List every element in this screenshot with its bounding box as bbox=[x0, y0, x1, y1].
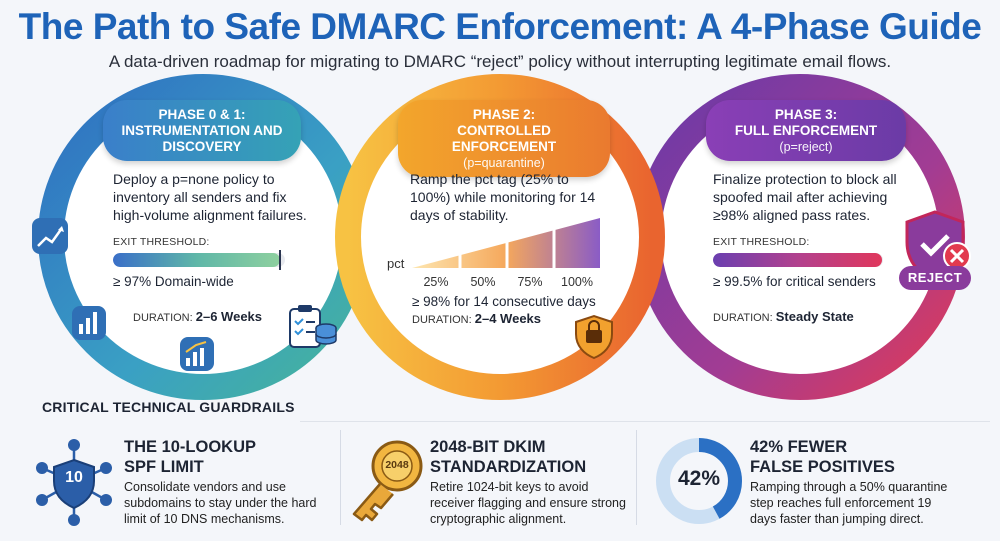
phase1-number: PHASE 0 & 1: bbox=[158, 107, 246, 122]
phase1-duration-value: 2–6 Weeks bbox=[195, 309, 263, 324]
phase2-label-pill: PHASE 2: CONTROLLED ENFORCEMENT (p=quara… bbox=[398, 100, 610, 177]
dkim-card-body: Retire 1024-bit keys to avoid receiver f… bbox=[430, 480, 626, 526]
padlock-icon bbox=[575, 314, 613, 360]
page-subtitle: A data-driven roadmap for migrating to D… bbox=[108, 52, 892, 71]
trend-chart-icon bbox=[32, 218, 68, 254]
phase1-threshold-marker bbox=[278, 250, 281, 270]
phase3-threshold-bar bbox=[713, 253, 883, 267]
network-shield-icon bbox=[36, 439, 112, 526]
phase3-threshold-fill bbox=[713, 253, 883, 267]
phase2-duration: DURATION: 2–4 Weeks bbox=[412, 311, 541, 326]
guardrails-heading: CRITICAL TECHNICAL GUARDRAILS bbox=[42, 399, 295, 415]
dkim-card-title-line1: 2048-BIT DKIM bbox=[430, 438, 546, 456]
spf-card-body: Consolidate vendors and use subdomains t… bbox=[124, 480, 317, 526]
phase3-duration: DURATION: Steady State bbox=[713, 309, 854, 324]
key-icon bbox=[352, 440, 423, 522]
reject-badge: REJECT bbox=[899, 266, 971, 290]
dkim-key-number: 2048 bbox=[385, 459, 409, 471]
guardrails-divider bbox=[300, 421, 990, 422]
donut-percent-label: 42% bbox=[677, 467, 721, 490]
card-divider-1 bbox=[340, 430, 341, 525]
phase1-duration-label: DURATION: bbox=[133, 312, 193, 324]
pct-step-25: 25% bbox=[423, 275, 449, 289]
phase2-policy: (p=quarantine) bbox=[463, 156, 545, 170]
phase1-name-line1: INSTRUMENTATION AND bbox=[121, 123, 283, 138]
false-positive-title-line1: 42% FEWER bbox=[750, 438, 848, 456]
false-positive-title-line2: FALSE POSITIVES bbox=[750, 458, 895, 476]
phase1-name-line2: DISCOVERY bbox=[162, 139, 242, 154]
phase1-threshold-bar bbox=[113, 253, 285, 267]
phase2-description: Ramp the pct tag (25% to 100%) while mon… bbox=[410, 171, 596, 223]
card-divider-2 bbox=[636, 430, 637, 525]
phase3-description: Finalize protection to block all spoofed… bbox=[713, 171, 897, 223]
phase2-duration-value: 2–4 Weeks bbox=[474, 311, 542, 326]
spf-limit-number: 10 bbox=[65, 469, 83, 486]
phase1-exit-label: EXIT THRESHOLD: bbox=[113, 236, 210, 248]
pct-step-50: 50% bbox=[470, 275, 496, 289]
phase3-policy: (p=reject) bbox=[779, 140, 833, 154]
phase1-duration: DURATION: 2–6 Weeks bbox=[133, 309, 262, 324]
phase2-threshold: ≥ 98% for 14 consecutive days bbox=[412, 294, 596, 309]
phase2-name: CONTROLLED ENFORCEMENT bbox=[451, 123, 557, 154]
checklist-database-icon bbox=[289, 305, 337, 348]
phase1-label-pill: PHASE 0 & 1: INSTRUMENTATION AND DISCOVE… bbox=[103, 100, 301, 161]
phase2-number: PHASE 2: bbox=[472, 107, 536, 122]
phase3-exit-label: EXIT THRESHOLD: bbox=[713, 236, 810, 248]
phase3-name: FULL ENFORCEMENT bbox=[734, 123, 878, 138]
phase3-duration-value: Steady State bbox=[775, 309, 854, 324]
pct-ramp-chart bbox=[412, 200, 600, 270]
phase3-duration-label: DURATION: bbox=[713, 312, 773, 324]
spf-card-title-line2: SPF LIMIT bbox=[124, 458, 204, 476]
pct-axis-label: pct bbox=[387, 256, 405, 271]
growth-chart-icon bbox=[180, 337, 214, 371]
phase1-threshold-fill bbox=[113, 253, 280, 267]
donut-icon bbox=[656, 438, 742, 524]
phase3-number: PHASE 3: bbox=[774, 107, 838, 122]
false-positive-card-title: 42% FEWER FALSE POSITIVES bbox=[750, 437, 895, 477]
phase1-description: Deploy a p=none policy to inventory all … bbox=[113, 171, 307, 223]
phase3-threshold: ≥ 99.5% for critical senders bbox=[713, 274, 876, 289]
phase1-threshold: ≥ 97% Domain-wide bbox=[113, 274, 234, 289]
phase3-label-pill: PHASE 3: FULL ENFORCEMENT (p=reject) bbox=[706, 100, 906, 161]
dkim-card-title: 2048-BIT DKIM STANDARDIZATION bbox=[430, 437, 586, 477]
spf-card-title: THE 10-LOOKUP SPF LIMIT bbox=[124, 437, 256, 477]
dkim-card-title-line2: STANDARDIZATION bbox=[430, 458, 587, 476]
false-positive-card-body: Ramping through a 50% quarantine step re… bbox=[750, 480, 948, 526]
page-title: The Path to Safe DMARC Enforcement: A 4-… bbox=[18, 6, 982, 47]
bar-chart-icon bbox=[72, 306, 106, 340]
phase2-duration-label: DURATION: bbox=[412, 314, 472, 326]
spf-card-title-line1: THE 10-LOOKUP bbox=[124, 438, 257, 456]
pct-step-75: 75% bbox=[517, 275, 543, 289]
pct-step-100: 100% bbox=[561, 275, 593, 289]
